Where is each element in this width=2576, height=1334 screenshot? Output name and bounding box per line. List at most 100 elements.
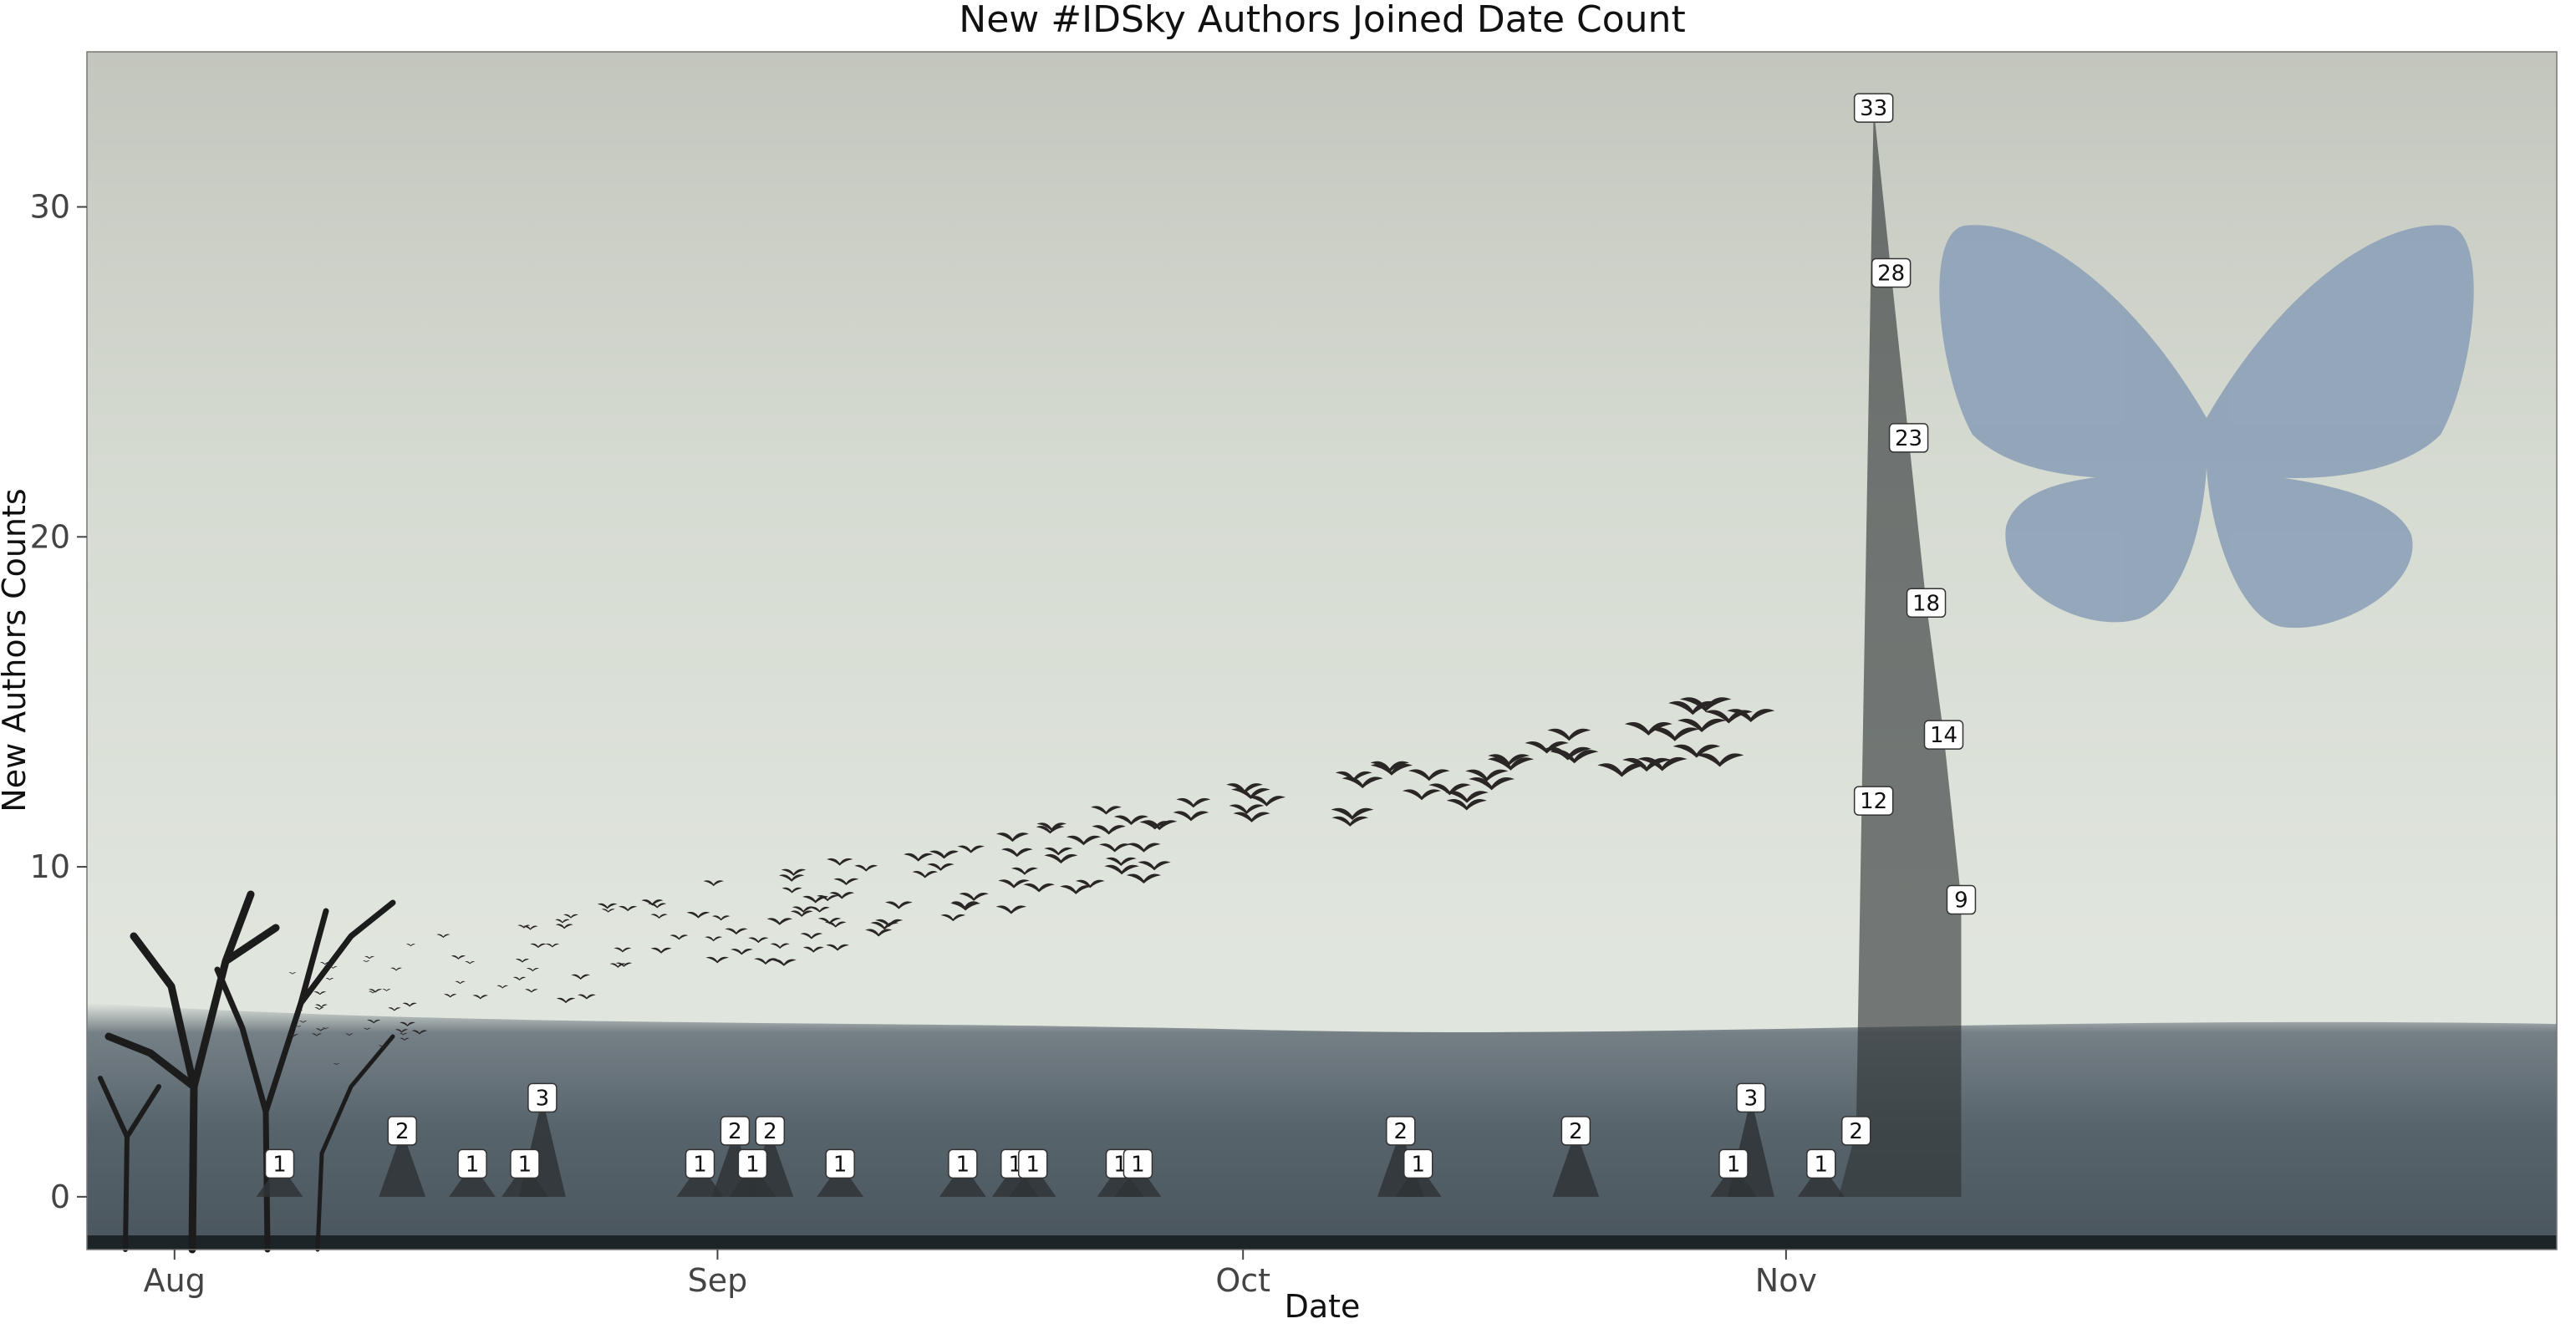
bird [328, 965, 338, 969]
bird [809, 906, 830, 913]
bird [669, 934, 689, 940]
bird [315, 1028, 326, 1031]
bird [601, 909, 615, 913]
bird [1370, 763, 1413, 776]
bird [703, 880, 725, 887]
bird [725, 928, 748, 935]
svg-text:1: 1 [746, 1152, 760, 1177]
bird [1247, 796, 1286, 807]
bird [613, 947, 632, 953]
bird [400, 1021, 415, 1026]
data-label: 14 [1923, 720, 1964, 750]
data-label: 2 [1386, 1116, 1416, 1146]
bird [1226, 783, 1263, 794]
bird [731, 948, 753, 955]
area-peak-2 [449, 1163, 496, 1197]
area-peak-17 [1552, 1130, 1600, 1197]
bird [641, 899, 664, 906]
svg-text:1: 1 [833, 1152, 848, 1177]
data-label: 18 [1906, 588, 1947, 619]
data-label: 23 [1888, 423, 1929, 453]
bird [1173, 811, 1209, 822]
y-tick-label: 20 [30, 518, 70, 555]
bird [597, 903, 618, 909]
bird [950, 902, 981, 911]
bird [1446, 799, 1487, 811]
svg-text:3: 3 [536, 1086, 550, 1111]
svg-text:2: 2 [1569, 1119, 1583, 1144]
bird [1036, 825, 1065, 834]
bird [455, 980, 466, 985]
bird-flock [288, 697, 1775, 1066]
y-axis: 0 10 20 30 [30, 189, 87, 1215]
bird [451, 955, 466, 960]
area-peak-16 [1394, 1163, 1442, 1197]
svg-text:12: 12 [1860, 789, 1887, 814]
svg-text:3: 3 [1744, 1086, 1759, 1111]
bird [472, 995, 489, 1000]
bird [1637, 756, 1688, 771]
x-tick-label: Nov [1755, 1262, 1817, 1299]
bird [368, 989, 383, 993]
bird [1176, 797, 1211, 808]
bird [512, 976, 527, 981]
area-peak-20 [1797, 1163, 1845, 1197]
bird [705, 936, 723, 942]
bird [298, 1010, 303, 1012]
svg-text:33: 33 [1860, 96, 1887, 121]
bird [1075, 879, 1105, 888]
bird [1139, 821, 1171, 830]
bird [705, 956, 729, 964]
bird [522, 925, 538, 930]
data-label: 9 [1946, 884, 1977, 915]
data-label: 28 [1871, 257, 1912, 288]
bird [1092, 825, 1126, 835]
bird [288, 1034, 298, 1037]
data-label: 1 [1403, 1148, 1433, 1179]
bird [1341, 776, 1383, 789]
bird [295, 1026, 302, 1027]
bird [766, 918, 793, 925]
bird [299, 1021, 308, 1023]
bird [1335, 771, 1372, 782]
bird [496, 985, 509, 989]
bird [1727, 709, 1775, 722]
bird [378, 1045, 388, 1048]
bird [1066, 835, 1102, 846]
y-tick-label: 0 [50, 1179, 70, 1215]
data-label: 1 [1806, 1148, 1836, 1179]
bird [711, 915, 731, 921]
bird [951, 901, 979, 909]
area-peak-8 [746, 1130, 794, 1197]
bird [1622, 757, 1672, 772]
bird [311, 1033, 322, 1036]
bird [399, 1032, 408, 1036]
x-tick-label: Sep [688, 1262, 748, 1299]
data-label: 33 [1853, 93, 1894, 123]
bird [1403, 789, 1441, 801]
bird [1408, 769, 1450, 782]
panel-border [86, 51, 2558, 1250]
bird [556, 997, 576, 1004]
bird [618, 905, 638, 912]
bird [927, 863, 955, 871]
data-label: 2 [387, 1116, 417, 1146]
bird [363, 960, 370, 963]
bird [530, 943, 547, 949]
bird [1672, 744, 1721, 758]
bird [313, 991, 327, 995]
bird [995, 832, 1030, 843]
bird [995, 905, 1027, 914]
bird [959, 893, 989, 901]
data-label: 3 [1736, 1082, 1766, 1113]
svg-text:1: 1 [1727, 1152, 1741, 1177]
bird [402, 1002, 417, 1007]
data-label: 3 [527, 1082, 557, 1113]
ground-strip [87, 1235, 2557, 1250]
bird [436, 934, 451, 938]
area-peak-10 [939, 1163, 986, 1197]
bird [826, 944, 849, 951]
data-label: 12 [1853, 786, 1894, 816]
bird [1428, 783, 1471, 796]
bird [1127, 843, 1161, 853]
